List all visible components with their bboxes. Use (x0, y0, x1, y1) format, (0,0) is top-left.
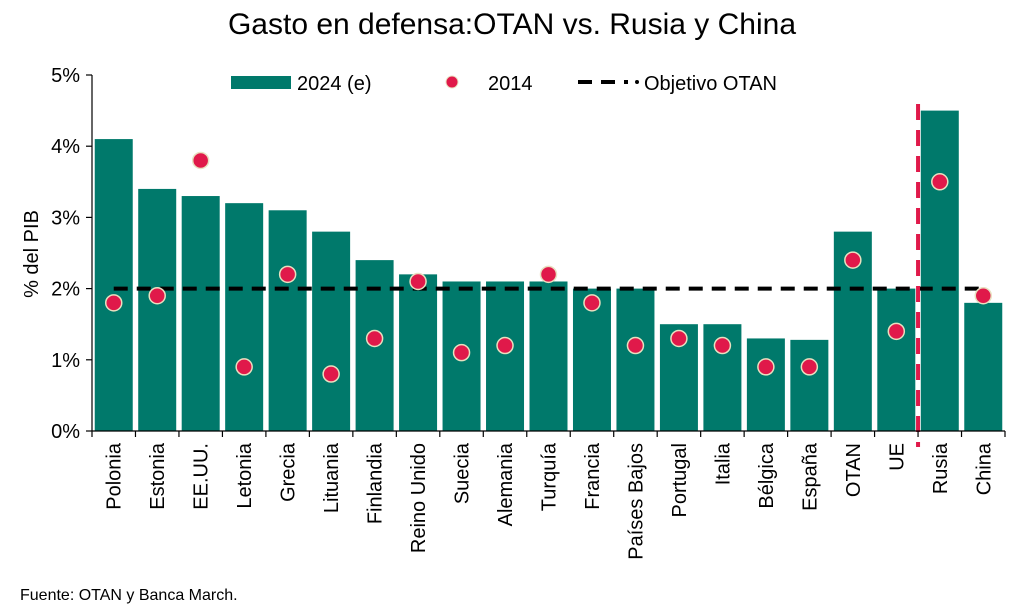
x-tick-label: Turquía (539, 442, 561, 511)
x-tick-label: Suecia (452, 442, 474, 504)
marker-2014 (800, 358, 819, 376)
y-tick-label: 5% (51, 65, 80, 87)
y-tick-label: 3% (51, 207, 80, 229)
bar (268, 210, 307, 431)
x-tick-label: Portugal (669, 443, 691, 518)
x-tick-label: EE.UU. (191, 443, 213, 510)
bar (964, 302, 1003, 431)
x-tick-label: Rusia (930, 442, 952, 494)
bar (529, 281, 568, 431)
y-tick-label: 0% (51, 421, 80, 443)
bar-series (94, 110, 1003, 431)
legend-label-2024: 2024 (e) (297, 73, 372, 95)
x-tick-label: Polonia (104, 442, 126, 510)
bar (225, 203, 264, 431)
bar (138, 188, 177, 431)
marker-2014 (278, 265, 297, 284)
x-tick-label: Grecia (278, 442, 300, 502)
source-note: Fuente: OTAN y Banca March. (20, 587, 238, 604)
y-axis: 0% 1% 2% 3% 4% 5% (51, 65, 93, 443)
bar (572, 288, 611, 431)
marker-2014 (626, 336, 645, 355)
x-tick-label: Reino Unido (408, 443, 430, 553)
x-tick-label: UE (886, 443, 908, 471)
legend-label-objetivo: Objetivo OTAN (644, 73, 777, 95)
y-tick-label: 4% (51, 136, 80, 158)
marker-2014 (844, 251, 862, 269)
x-axis: Polonia Estonia EE.UU. Letonia Grecia Lituani… (91, 430, 1006, 560)
bar (486, 281, 525, 431)
marker-series (104, 151, 993, 383)
x-tick-label: Lituania (321, 442, 343, 513)
bar (181, 196, 220, 431)
bar (312, 231, 351, 431)
marker-2014 (452, 343, 471, 362)
x-tick-label: Francia (582, 442, 604, 510)
legend-swatch-marker (445, 75, 459, 89)
marker-2014 (583, 294, 601, 312)
marker-2014 (670, 329, 688, 348)
legend: 2024 (e) 2014 Objetivo OTAN (231, 73, 777, 95)
x-tick-label: Bélgica (756, 442, 778, 508)
x-tick-label: Italia (712, 442, 734, 485)
bar (877, 288, 916, 431)
chart-title: Gasto en defensa:OTAN vs. Rusia y China (228, 8, 796, 41)
y-axis-label: % del PIB (21, 210, 43, 298)
bar (94, 139, 133, 431)
marker-2014 (235, 358, 253, 376)
legend-swatch-bars (231, 76, 291, 89)
bar (616, 288, 655, 431)
marker-2014 (104, 294, 123, 312)
x-tick-label: Países Bajos (625, 443, 647, 560)
bar (920, 110, 959, 431)
marker-2014 (365, 329, 384, 348)
x-tick-label: Estonia (147, 442, 169, 510)
marker-2014 (539, 265, 558, 284)
marker-2014 (409, 272, 427, 291)
marker-2014 (191, 151, 210, 170)
x-tick-label: OTAN (843, 443, 865, 497)
marker-2014 (757, 358, 775, 376)
y-tick-label: 1% (51, 350, 80, 372)
bar (790, 339, 829, 431)
legend-label-2014: 2014 (488, 73, 533, 95)
x-tick-label: China (973, 442, 995, 495)
x-tick-label: España (799, 442, 821, 511)
marker-2014 (974, 286, 993, 305)
marker-2014 (931, 173, 949, 191)
marker-2014 (713, 336, 732, 355)
legend-swatch-line-dot (635, 80, 639, 84)
x-tick-label: Letonia (234, 442, 256, 508)
marker-2014 (496, 336, 514, 355)
bar (746, 338, 785, 431)
y-tick-label: 2% (51, 279, 80, 301)
bar (399, 274, 438, 431)
marker-2014 (148, 286, 166, 305)
x-tick-label: Finlandia (365, 442, 387, 524)
marker-2014 (887, 322, 906, 341)
marker-2014 (322, 365, 340, 383)
x-tick-label: Alemania (495, 442, 517, 526)
